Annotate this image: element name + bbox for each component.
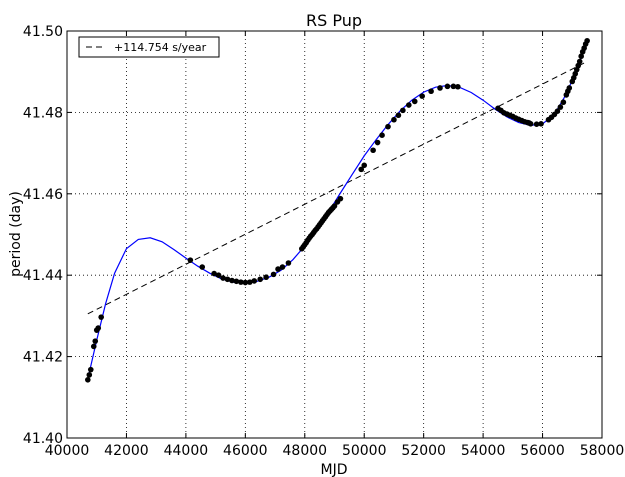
data-point [98,314,104,320]
legend-label: +114.754 s/year [114,41,207,54]
data-point [251,278,258,284]
chart-title: RS Pup [306,11,362,30]
legend-box [78,36,220,58]
data-point [263,274,269,281]
plot-frame [66,30,603,439]
data-point [576,58,583,65]
data-point [370,147,376,154]
data-point [95,325,102,331]
series-layer [85,37,590,383]
data-point [374,139,381,146]
data-point [242,279,249,286]
data-point [87,366,94,373]
x-tick-label: 56000 [520,443,565,459]
data-point [358,166,365,173]
data-point [428,88,434,95]
data-point [584,37,590,44]
data-point [337,195,344,202]
data-point [238,279,244,285]
data-point [90,343,97,350]
data-point [437,85,443,91]
y-tick-label: 41.42 [23,350,63,366]
trend-line [87,61,588,315]
data-point [229,277,235,284]
data-point [450,83,457,90]
data-point [527,120,534,127]
data-point [279,264,286,270]
y-tick-label: 41.50 [23,24,63,40]
data-point [220,275,226,281]
y-tick-label: 41.46 [23,187,63,203]
data-point [187,257,194,263]
fit-curve [87,40,588,380]
legend: +114.754 s/year [78,36,220,58]
y-tick-label: 41.40 [23,431,63,447]
data-point [533,121,540,128]
grid [66,30,603,439]
data-point [275,266,281,272]
data-point [566,85,573,91]
data-point [538,120,544,127]
data-point [224,276,231,283]
x-tick-label: 40000 [45,443,90,459]
ticks: 40000 42000 44000 46000 48000 50000 52000 54000… [23,24,624,459]
data-point [411,98,418,105]
data-point [92,338,99,344]
data-point [233,278,240,285]
data-point [406,102,412,108]
data-point [215,272,222,279]
data-point [285,260,292,266]
data-point [444,83,451,90]
x-tick-label: 48000 [283,443,328,459]
data-point [419,93,425,99]
data-point [560,99,567,106]
x-tick-label: 42000 [104,443,149,459]
x-axis-title: MJD [321,462,348,477]
data-point [331,203,338,209]
x-tick-label: 54000 [461,443,506,459]
y-axis-title: period (day) [8,191,24,277]
data-point [86,372,93,378]
y-tick-label: 41.48 [23,105,63,121]
data-point [246,279,253,285]
data-point [400,107,406,114]
data-point [379,132,385,138]
data-point [578,53,584,60]
x-tick-label: 46000 [223,443,268,459]
data-point [199,264,206,270]
data-point [270,271,277,278]
data-point [455,83,461,90]
data-point [391,116,397,123]
x-tick-label: 58000 [580,443,625,459]
x-tick-label: 52000 [401,443,446,459]
data-point [211,270,217,277]
data-point [385,123,391,130]
data-point [257,276,263,283]
data-point [361,162,368,169]
data-point [85,376,91,383]
y-tick-label: 41.44 [23,268,63,284]
data-point [395,112,402,119]
data-point [557,104,564,110]
data-point [554,108,561,114]
x-tick-label: 50000 [342,443,387,459]
x-tick-label: 44000 [164,443,209,459]
